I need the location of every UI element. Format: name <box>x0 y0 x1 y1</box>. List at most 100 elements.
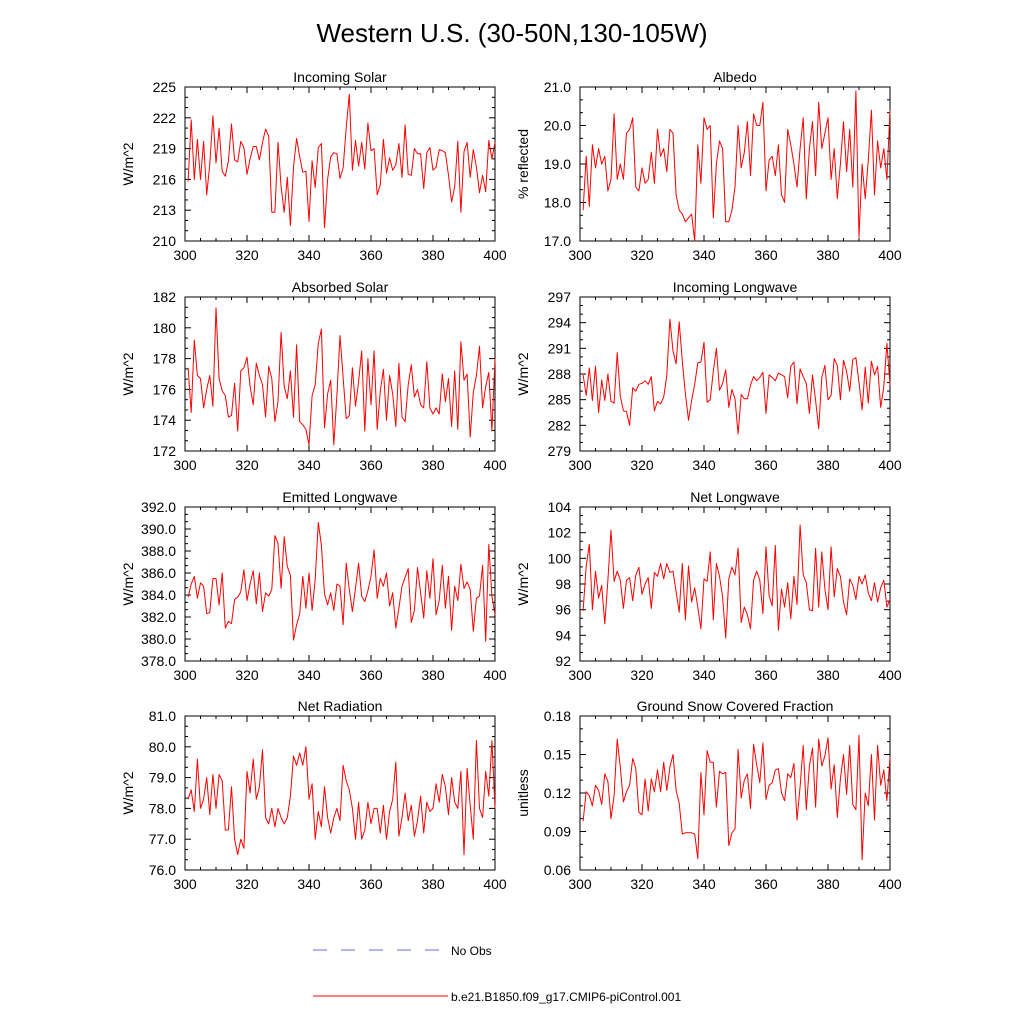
y-axis-label: W/m^2 <box>515 562 531 605</box>
y-tick-label: 392.0 <box>141 499 176 515</box>
plot-frame <box>579 296 891 452</box>
y-tick-label: 0.06 <box>544 862 571 878</box>
x-tick-label: 300 <box>173 457 197 473</box>
y-tick-label: 0.12 <box>544 785 571 801</box>
y-tick-label: 96 <box>555 602 571 618</box>
y-tick-label: 79.0 <box>149 770 176 786</box>
y-tick-label: 98 <box>555 576 571 592</box>
y-tick-label: 297 <box>548 289 572 305</box>
y-tick-label: 382.0 <box>141 609 176 625</box>
y-tick-label: 285 <box>548 392 572 408</box>
y-tick-label: 216 <box>153 171 177 187</box>
y-axis-label: W/m^2 <box>120 771 136 814</box>
y-tick-label: 279 <box>548 443 572 459</box>
x-tick-label: 300 <box>568 457 592 473</box>
plot-frame <box>579 86 891 242</box>
y-tick-label: 384.0 <box>141 587 176 603</box>
y-tick-label: 225 <box>153 79 177 95</box>
panel-title: Incoming Solar <box>293 69 387 85</box>
y-tick-label: 81.0 <box>149 708 176 724</box>
y-tick-label: 0.09 <box>544 824 571 840</box>
x-tick-label: 360 <box>359 247 383 263</box>
x-tick-label: 340 <box>297 667 321 683</box>
x-tick-label: 380 <box>816 247 840 263</box>
y-tick-label: 19.0 <box>544 156 571 172</box>
y-tick-label: 388.0 <box>141 543 176 559</box>
panel-6: Net Longwave W/m^2 300 320 340 360 380 400 92 94 9… <box>515 489 902 683</box>
y-tick-label: 219 <box>153 141 177 157</box>
legend-model-label: b.e21.B1850.f09_g17.CMIP6-piControl.001 <box>451 990 681 1004</box>
y-tick-label: 80.0 <box>149 739 176 755</box>
y-tick-label: 0.18 <box>544 708 571 724</box>
y-tick-label: 282 <box>548 417 572 433</box>
panel-title: Net Radiation <box>298 698 383 714</box>
x-tick-label: 340 <box>297 247 321 263</box>
y-tick-label: 213 <box>153 202 177 218</box>
y-axis-label: W/m^2 <box>120 562 136 605</box>
x-tick-label: 300 <box>568 247 592 263</box>
x-tick-label: 380 <box>421 667 445 683</box>
y-tick-label: 77.0 <box>149 831 176 847</box>
y-tick-label: 378.0 <box>141 653 176 669</box>
x-tick-label: 400 <box>483 247 507 263</box>
series-line-model <box>582 318 891 435</box>
x-tick-label: 380 <box>816 876 840 892</box>
y-tick-label: 92 <box>555 653 571 669</box>
figure-title: Western U.S. (30-50N,130-105W) <box>316 18 707 48</box>
y-tick-label: 178 <box>153 351 177 367</box>
y-tick-label: 291 <box>548 340 572 356</box>
x-tick-label: 380 <box>421 457 445 473</box>
y-tick-label: 78.0 <box>149 800 176 816</box>
y-tick-label: 380.0 <box>141 631 176 647</box>
y-tick-label: 180 <box>153 320 177 336</box>
panel-3: Absorbed Solar W/m^2 300 320 340 360 380 400 172… <box>120 279 507 473</box>
y-tick-label: 288 <box>548 366 572 382</box>
x-tick-label: 340 <box>297 876 321 892</box>
panel-1: Incoming Solar W/m^2 300 320 340 360 380 400 210… <box>120 69 507 263</box>
y-tick-label: 21.0 <box>544 79 571 95</box>
legend: No Obs b.e21.B1850.f09_g17.CMIP6-piContr… <box>313 944 681 1004</box>
y-tick-label: 18.0 <box>544 195 571 211</box>
series-line-model <box>582 524 891 639</box>
y-tick-label: 104 <box>548 499 572 515</box>
panel-2: Albedo % reflected 300 320 340 360 380 400 17.0 1… <box>515 69 902 263</box>
plot-frame <box>184 296 496 452</box>
panel-title: Incoming Longwave <box>673 279 798 295</box>
x-tick-label: 320 <box>630 247 654 263</box>
panel-title: Absorbed Solar <box>292 279 389 295</box>
panel-title: Net Longwave <box>690 489 780 505</box>
panel-8: Ground Snow Covered Fraction unitless 300 3… <box>515 698 902 892</box>
x-tick-label: 400 <box>878 457 902 473</box>
x-tick-label: 400 <box>878 247 902 263</box>
series-line-model <box>187 307 496 446</box>
x-tick-label: 320 <box>630 876 654 892</box>
legend-obs-label: No Obs <box>451 944 492 958</box>
x-tick-label: 300 <box>173 876 197 892</box>
x-tick-label: 300 <box>568 876 592 892</box>
y-axis-label: unitless <box>515 769 531 816</box>
panel-title: Emitted Longwave <box>282 489 397 505</box>
x-tick-label: 400 <box>483 876 507 892</box>
panel-title: Ground Snow Covered Fraction <box>637 698 834 714</box>
x-tick-label: 360 <box>359 667 383 683</box>
plot-frame <box>184 86 496 242</box>
x-tick-label: 380 <box>816 457 840 473</box>
x-tick-label: 380 <box>421 876 445 892</box>
x-tick-label: 300 <box>568 667 592 683</box>
y-axis-label: % reflected <box>515 129 531 199</box>
y-tick-label: 386.0 <box>141 565 176 581</box>
x-tick-label: 400 <box>483 457 507 473</box>
y-tick-label: 172 <box>153 443 177 459</box>
x-tick-label: 340 <box>297 457 321 473</box>
x-tick-label: 400 <box>878 876 902 892</box>
y-tick-label: 294 <box>548 315 572 331</box>
y-tick-label: 182 <box>153 289 177 305</box>
x-tick-label: 340 <box>692 247 716 263</box>
x-tick-label: 360 <box>359 457 383 473</box>
x-tick-label: 360 <box>754 457 778 473</box>
y-tick-label: 94 <box>555 627 571 643</box>
panel-7: Net Radiation W/m^2 300 320 340 360 380 400 76.0… <box>120 698 507 892</box>
x-tick-label: 320 <box>630 457 654 473</box>
y-tick-label: 76.0 <box>149 862 176 878</box>
